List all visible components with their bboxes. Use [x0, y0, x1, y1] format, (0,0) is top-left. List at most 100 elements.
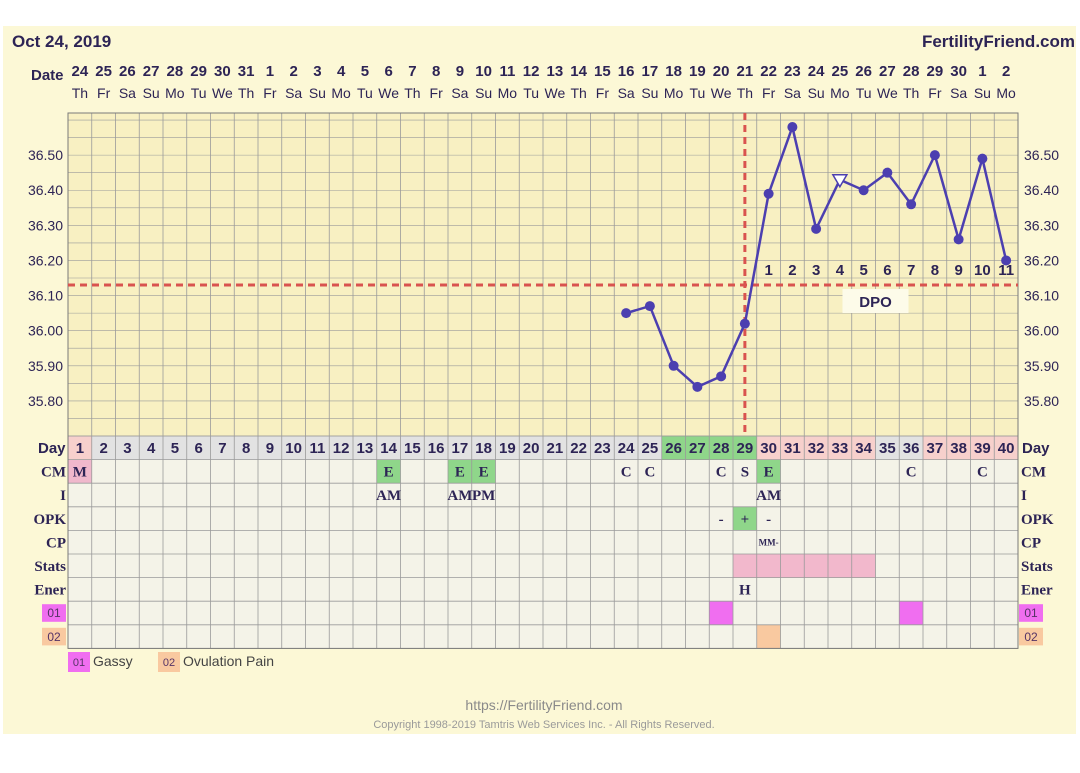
weekday-label: Mo: [331, 85, 351, 101]
y-tick-label-right: 36.20: [1024, 252, 1059, 268]
weekday-label: Th: [737, 85, 753, 101]
date-number: 28: [167, 63, 184, 80]
date-number: 6: [384, 63, 392, 80]
y-tick-label-left: 35.80: [28, 393, 63, 409]
day-cell: [804, 436, 828, 460]
temperature-point: [644, 301, 655, 312]
temperature-point: [882, 167, 893, 178]
footer-url[interactable]: https://FertilityFriend.com: [465, 697, 622, 713]
y-tick-label-left: 36.50: [28, 147, 63, 163]
date-number: 10: [475, 63, 492, 80]
y-tick-label-right: 35.80: [1024, 393, 1059, 409]
observation-text: S: [741, 465, 749, 481]
y-tick-label-left: 36.00: [28, 323, 63, 339]
observation-fill: [756, 554, 781, 578]
cycle-day-number: 6: [194, 440, 202, 457]
weekday-label: Sa: [784, 85, 801, 101]
observation-fill: [448, 459, 472, 484]
row-label-right: OPK: [1021, 512, 1054, 528]
observation-text: C: [716, 465, 727, 481]
day-cell: [661, 436, 686, 460]
weekday-label: Fr: [596, 85, 610, 101]
observation-text: PM: [472, 488, 495, 504]
day-cell: [448, 436, 472, 460]
row-label-left: 02: [47, 630, 61, 644]
temperature-point: [906, 199, 917, 210]
temperature-point: [739, 318, 750, 329]
day-cell: [780, 436, 805, 460]
row-tag-bg-right: [1019, 604, 1043, 622]
dpo-number: 7: [907, 262, 915, 279]
weekday-label: Sa: [618, 85, 635, 101]
day-cell: [258, 436, 282, 460]
day-cell: [519, 436, 543, 460]
day-cell: [163, 436, 187, 460]
row-label-right: CM: [1021, 465, 1046, 481]
day-cell: [685, 436, 710, 460]
cycle-day-number: 27: [689, 440, 706, 457]
footer-copyright: Copyright 1998-2019 Tamtris Web Services…: [373, 719, 714, 731]
day-cell: [638, 436, 662, 460]
day-cell: [376, 436, 401, 460]
dpo-number: 8: [931, 262, 939, 279]
date-number: 22: [760, 63, 777, 80]
date-number: 26: [855, 63, 872, 80]
cycle-day-number: 39: [974, 440, 991, 457]
row-label-right: Stats: [1021, 559, 1053, 575]
date-number: 27: [143, 63, 160, 80]
y-tick-label-right: 36.30: [1024, 217, 1059, 233]
date-number: 20: [713, 63, 730, 80]
date-number: 15: [594, 63, 611, 80]
weekday-label: Sa: [451, 85, 468, 101]
observation-text: AM: [376, 488, 401, 504]
y-tick-label-left: 36.10: [28, 288, 63, 304]
weekday-label: Su: [641, 85, 658, 101]
date-number: 17: [642, 63, 659, 80]
weekday-label: Mo: [498, 85, 518, 101]
day-cell: [305, 436, 330, 460]
cycle-day-number: 23: [594, 440, 611, 457]
day-row-label-left: Day: [38, 440, 66, 457]
day-cell: [424, 436, 448, 460]
row-label-left: OPK: [34, 512, 67, 528]
legend-code: 01: [73, 657, 85, 669]
observation-fill: [68, 459, 92, 484]
day-cell: [234, 436, 258, 460]
dpo-caption: DPO: [859, 294, 892, 311]
observation-fill: [828, 554, 852, 578]
observation-fill: [471, 459, 496, 484]
day-cell: [828, 436, 852, 460]
date-number: 9: [456, 63, 464, 80]
weekday-label: Tu: [856, 85, 872, 101]
row-label-left: I: [60, 488, 66, 504]
y-tick-label-left: 36.40: [28, 182, 63, 198]
cycle-day-number: 16: [428, 440, 445, 457]
cycle-day-number: 24: [618, 440, 635, 457]
row-label-right: 02: [1024, 630, 1038, 644]
day-cell: [994, 436, 1018, 460]
day-cell: [543, 436, 567, 460]
temperature-point: [977, 153, 988, 164]
cycle-day-number: 20: [523, 440, 540, 457]
cycle-day-number: 29: [737, 440, 754, 457]
weekday-label: Tu: [523, 85, 539, 101]
weekday-label: Fr: [263, 85, 277, 101]
temperature-point: [668, 360, 679, 371]
date-number: 16: [618, 63, 635, 80]
chart-date: Oct 24, 2019: [12, 32, 111, 51]
temperature-point: [716, 371, 727, 382]
observation-fill: [733, 554, 757, 578]
legend-code: 02: [163, 657, 175, 669]
weekday-label: Fr: [928, 85, 942, 101]
date-number: 11: [499, 63, 515, 80]
day-cell: [756, 436, 781, 460]
observation-text: H: [739, 583, 751, 599]
row-label-right: CP: [1021, 535, 1041, 551]
observation-fill: [899, 601, 923, 625]
weekday-label: Sa: [285, 85, 302, 101]
cycle-day-number: 35: [879, 440, 896, 457]
observation-text: C: [906, 465, 917, 481]
weekday-label: We: [545, 85, 566, 101]
